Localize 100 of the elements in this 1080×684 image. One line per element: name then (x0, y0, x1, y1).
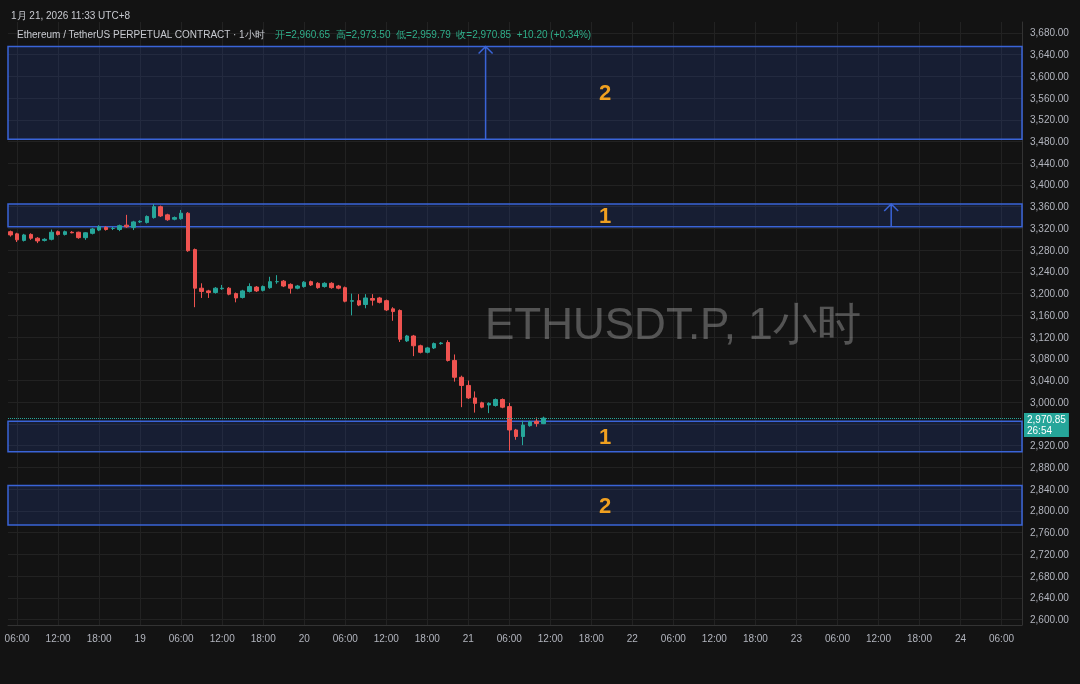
candlestick (8, 230, 13, 238)
band-label: 2 (598, 492, 612, 518)
y-tick-label: 2,840.00 (1030, 483, 1070, 495)
candlestick (179, 209, 183, 221)
candlestick (220, 284, 224, 291)
x-tick-label: 20 (298, 632, 311, 644)
candlestick (15, 232, 19, 243)
x-tick-label: 18:00 (250, 632, 277, 644)
x-tick-label: 12:00 (701, 632, 728, 644)
candlestick (165, 213, 170, 222)
y-tick-label: 2,760.00 (1030, 527, 1070, 539)
text: 开=2,960.65 高=2,973.50 低=2,959.79 收=2,970.85 +10.20 (+0.34%) (275, 28, 592, 40)
y-tick-label: 3,400.00 (1030, 179, 1070, 191)
candlestick (480, 401, 484, 409)
candlestick (186, 211, 190, 253)
y-tick-label: 3,040.00 (1030, 375, 1070, 387)
y-tick-label: 3,600.00 (1030, 70, 1070, 82)
candlestick (302, 280, 306, 289)
candlestick (288, 282, 293, 295)
y-tick-label: 3,440.00 (1030, 157, 1070, 169)
candlestick (411, 334, 416, 357)
candlestick (42, 237, 47, 242)
candlestick (336, 284, 341, 290)
x-tick-label: 06:00 (660, 632, 687, 644)
candlestick (398, 308, 402, 343)
candlestick (391, 306, 395, 322)
candlestick (459, 375, 464, 408)
y-tick-label: 2,640.00 (1030, 592, 1070, 604)
candlestick (357, 293, 361, 307)
y-tick-label: 2,720.00 (1030, 548, 1070, 560)
x-tick-label: 06:00 (988, 632, 1015, 644)
x-tick-label: 12:00 (537, 632, 564, 644)
candlestick (322, 281, 327, 289)
y-tick-label: 3,160.00 (1030, 309, 1070, 321)
y-tick-label: 3,640.00 (1030, 49, 1070, 61)
x-tick-label: 18:00 (578, 632, 605, 644)
y-tick-label: 2,680.00 (1030, 570, 1070, 582)
candlestick (138, 219, 142, 224)
band-label: 2 (598, 80, 612, 106)
y-tick-label: 3,560.00 (1030, 92, 1070, 104)
x-tick-label: 22 (626, 632, 639, 644)
candlestick (425, 346, 430, 354)
candlestick (254, 285, 259, 293)
candlestick (446, 339, 450, 363)
y-tick-label: 2,920.00 (1030, 440, 1070, 452)
candlestick (193, 248, 197, 308)
y-tick-label: 3,480.00 (1030, 136, 1070, 148)
candlestick (507, 402, 512, 452)
candlestick (350, 293, 354, 316)
x-tick-label: 18:00 (742, 632, 769, 644)
candlestick (487, 401, 491, 414)
y-tick-label: 3,080.00 (1030, 353, 1070, 365)
y-tick-label: 3,120.00 (1030, 331, 1070, 343)
text: Ethereum / TetherUS PERPETUAL CONTRACT · 1小时 (17, 28, 265, 40)
candlestick (418, 344, 423, 354)
candlestick (370, 293, 375, 307)
x-tick-label: 12:00 (373, 632, 400, 644)
candlestick (49, 229, 54, 241)
band-label: 1 (598, 202, 612, 228)
x-tick-label: 19 (134, 632, 147, 644)
x-tick-label: 12:00 (209, 632, 236, 644)
y-tick-label: 3,200.00 (1030, 288, 1070, 300)
y-tick-label: 2,600.00 (1030, 614, 1070, 626)
y-tick-label: 3,000.00 (1030, 396, 1070, 408)
candlestick (281, 279, 286, 288)
candlestick (432, 342, 436, 350)
ref-line-label: 2,970.85 26:54 (1027, 414, 1067, 437)
candlestick (152, 203, 156, 220)
y-tick-label: 2,880.00 (1030, 461, 1070, 473)
candlestick (247, 282, 252, 294)
candlestick (35, 236, 40, 244)
candlestick (452, 353, 457, 383)
candlestick (213, 286, 218, 295)
candlestick (384, 299, 389, 312)
candlestick (22, 233, 26, 242)
candlestick (117, 224, 122, 232)
candlestick (377, 296, 382, 304)
candlestick (363, 293, 368, 309)
candlestick (493, 397, 498, 408)
candlestick (514, 428, 518, 441)
x-tick-label: 06:00 (168, 632, 195, 644)
candlestick (199, 282, 204, 299)
candlestick (240, 289, 245, 300)
candlestick (90, 227, 95, 235)
candlestick (534, 416, 539, 428)
x-tick-label: 23 (790, 632, 803, 644)
candlestick (172, 215, 177, 221)
candlestick (329, 281, 334, 290)
x-tick-label: 12:00 (865, 632, 892, 644)
x-tick-label: 18:00 (86, 632, 113, 644)
y-tick-label: 3,280.00 (1030, 244, 1070, 256)
candlestick (439, 341, 443, 346)
candlestick (63, 230, 67, 236)
candlestick (124, 214, 129, 229)
candlestick (97, 224, 101, 232)
candlestick (268, 276, 272, 290)
x-tick-label: 06:00 (824, 632, 851, 644)
band-label: 1 (598, 423, 612, 449)
candlestick (83, 231, 88, 241)
candlestick (500, 397, 505, 409)
